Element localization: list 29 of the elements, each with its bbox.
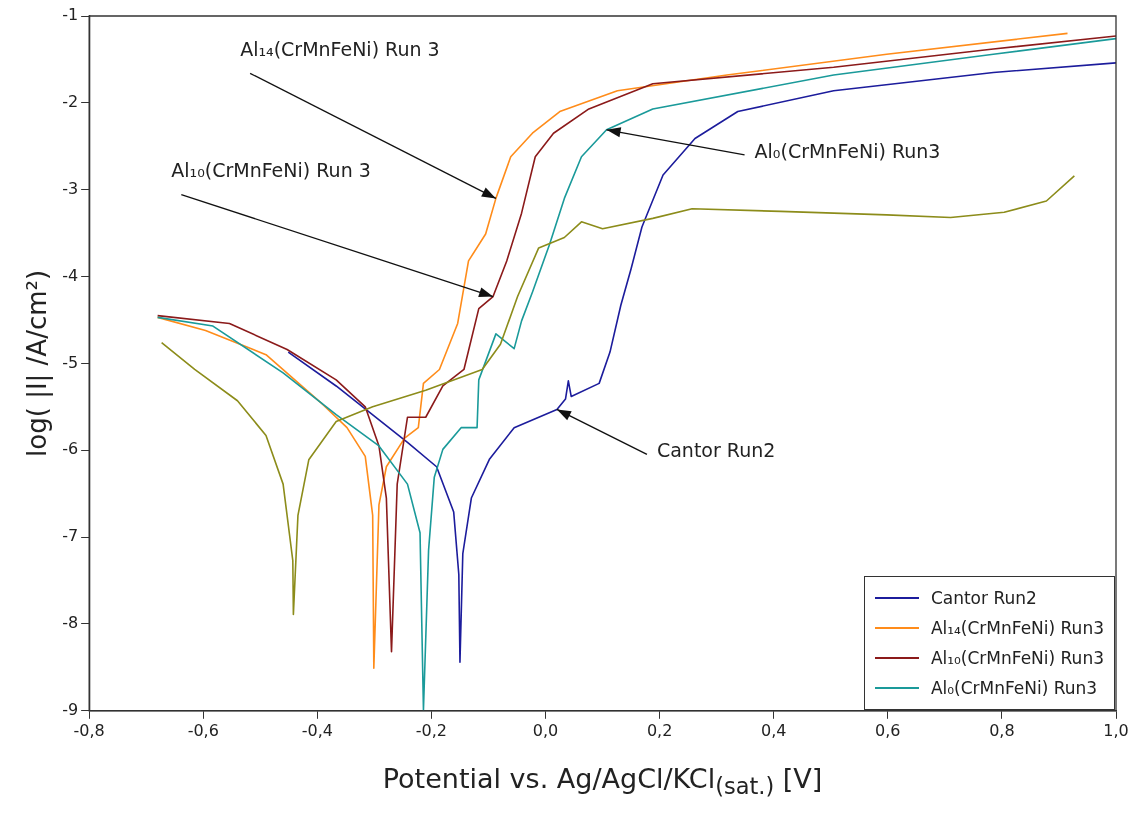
y-tick-label: -9 — [62, 699, 79, 719]
x-tick-label: 1,0 — [1103, 720, 1129, 740]
annotation: Al₁₀(CrMnFeNi) Run 3 — [171, 159, 371, 182]
y-tick-label: -1 — [62, 5, 79, 25]
y-tick-label: -4 — [62, 265, 79, 285]
x-tick-label: -0,8 — [73, 720, 105, 740]
x-tick-label: -0,2 — [415, 720, 448, 740]
legend-label: Al₁₀(CrMnFeNi) Run3 — [930, 647, 1104, 668]
x-tick-label: -0,6 — [187, 720, 219, 740]
y-tick-label: -5 — [62, 352, 79, 372]
y-tick-label: -3 — [62, 178, 79, 198]
y-axis-title: log( |I| /A/cm²) — [22, 269, 54, 457]
legend-label: Al₀(CrMnFeNi) Run3 — [930, 677, 1098, 698]
y-tick-label: -7 — [62, 526, 79, 546]
y-tick-label: -6 — [62, 439, 79, 459]
x-tick-label: 0,4 — [760, 720, 787, 740]
annotation: Al₁₄(CrMnFeNi) Run 3 — [240, 38, 440, 61]
y-tick-label: -8 — [62, 613, 79, 633]
annotation: Cantor Run2 — [656, 439, 776, 462]
x-tick-label: 0,8 — [989, 720, 1015, 740]
x-axis-title: Potential vs. Ag/AgCl/KCl$_{(sat.)}$ [V] — [381, 762, 824, 800]
legend-label: Cantor Run2 — [930, 587, 1037, 608]
legend-label: Al₁₄(CrMnFeNi) Run3 — [930, 617, 1104, 638]
annotation: Al₀(CrMnFeNi) Run3 — [754, 139, 941, 162]
x-tick-label: -0,4 — [301, 720, 333, 740]
x-tick-label: 0,6 — [875, 720, 901, 740]
y-tick-label: -2 — [62, 92, 79, 112]
x-tick-label: 0,0 — [532, 720, 559, 740]
x-tick-label: 0,2 — [646, 720, 673, 740]
